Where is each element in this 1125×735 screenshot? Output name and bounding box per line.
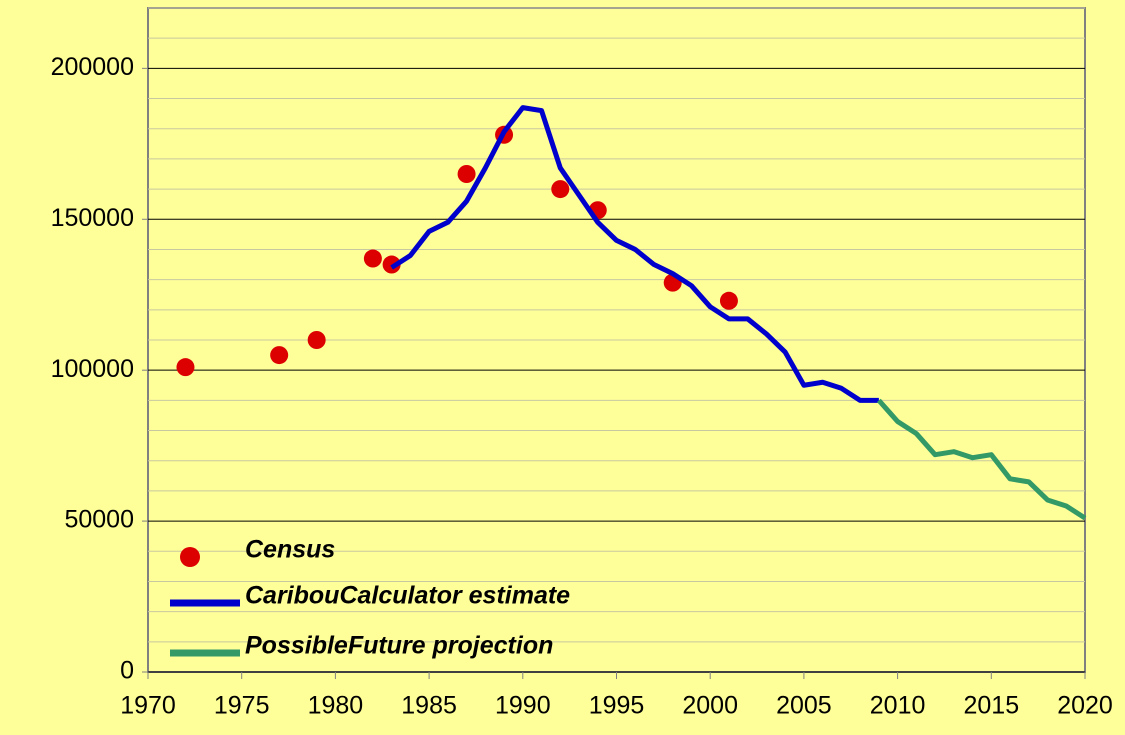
census-point [551, 180, 570, 199]
y-tick-label: 100000 [51, 355, 134, 383]
series-line [390, 105, 879, 403]
census-point [719, 291, 738, 310]
legend-marker [180, 547, 200, 567]
series-line [876, 398, 1087, 521]
x-tick-label: 1980 [308, 692, 364, 720]
x-tick-label: 2020 [1057, 692, 1113, 720]
legend-text: PossibleFuture projection [245, 632, 553, 660]
y-tick-label: 0 [120, 657, 134, 685]
census-point [457, 165, 476, 183]
x-tick-label: 1985 [401, 692, 457, 720]
x-tick-label: 1990 [495, 692, 551, 720]
y-tick-label: 150000 [51, 204, 134, 232]
x-tick-label: 1975 [214, 692, 270, 720]
x-tick-label: 2015 [963, 692, 1019, 720]
x-tick-label: 2000 [682, 692, 738, 720]
census-point [270, 346, 289, 365]
census-point [363, 249, 382, 268]
y-tick-label: 200000 [51, 53, 134, 81]
x-tick-label: 2010 [870, 692, 926, 720]
census-point [382, 255, 401, 274]
x-tick-label: 1995 [589, 692, 645, 720]
x-tick-label: 1970 [120, 692, 176, 720]
y-tick-label: 50000 [64, 506, 134, 534]
x-tick-label: 2005 [776, 692, 832, 720]
legend-text: CaribouCalculator estimate [245, 582, 570, 610]
census-point [307, 331, 326, 349]
legend-text: Census [245, 536, 335, 564]
census-point [176, 358, 195, 377]
